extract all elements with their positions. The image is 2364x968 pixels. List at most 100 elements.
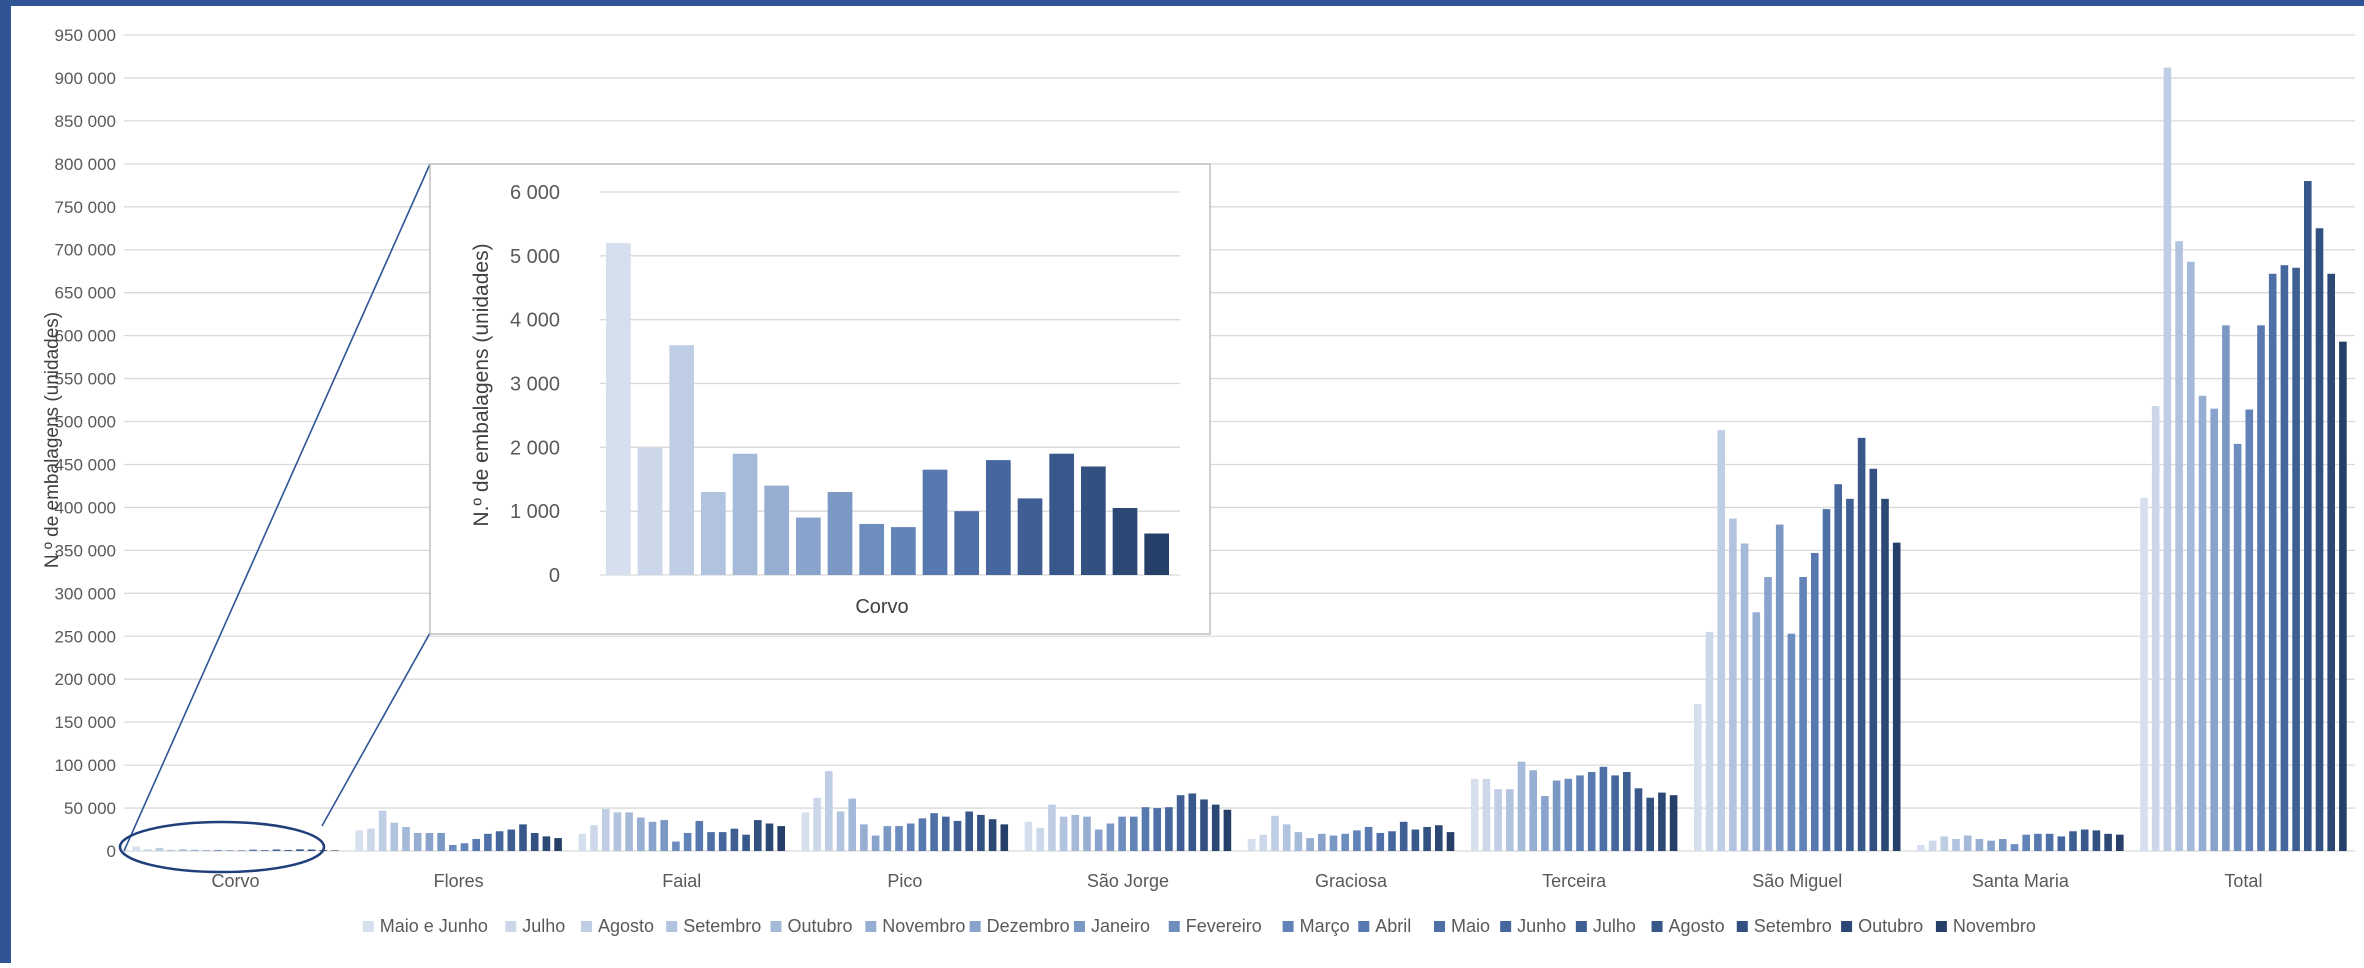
bar <box>2080 829 2089 851</box>
y-tick-label: 0 <box>107 842 116 861</box>
bar <box>144 849 152 851</box>
legend-item: Setembro <box>666 916 761 936</box>
inset-y-tick-label: 5 000 <box>510 246 560 268</box>
bar <box>1506 789 1514 851</box>
bar <box>906 823 915 851</box>
legend-label: Agosto <box>598 916 654 936</box>
bar <box>214 849 222 851</box>
bar <box>1036 827 1044 851</box>
legend-item: Novembro <box>1935 916 2036 936</box>
legend-swatch <box>1736 921 1748 932</box>
bar <box>1094 829 1103 851</box>
y-tick-label: 800 000 <box>55 155 116 174</box>
legend-label: Setembro <box>1754 916 1832 936</box>
inset-bar <box>764 485 790 575</box>
bar <box>1083 816 1091 851</box>
bar <box>813 797 821 851</box>
bar <box>390 822 399 851</box>
y-tick-labels: 0 50 000 100 000 150 000 200 000 250 000 300 0… <box>55 26 116 861</box>
bar <box>918 818 927 851</box>
bar <box>2045 833 2054 851</box>
x-tick-label: Faial <box>662 871 701 891</box>
bar <box>2034 833 2042 851</box>
corvo-highlight-ellipse <box>118 820 326 874</box>
bar <box>1752 612 1761 851</box>
bar <box>437 832 445 851</box>
bar <box>1071 814 1080 851</box>
bar <box>1200 799 1208 851</box>
bar <box>1446 832 1455 851</box>
inset-bars <box>606 243 1170 576</box>
inset-chart: 0 1 000 2 000 3 000 4 000 5 000 6 000 N.º de e… <box>429 163 1211 635</box>
inset-y-tick-label: 0 <box>549 565 560 587</box>
bar <box>2268 273 2277 851</box>
bar <box>1764 576 1772 851</box>
inset-y-tick-label: 1 000 <box>510 501 560 523</box>
bar <box>378 810 387 851</box>
bar <box>2198 395 2207 851</box>
bar <box>848 798 856 851</box>
bar <box>1059 816 1068 851</box>
bar <box>1024 821 1033 851</box>
bar <box>1048 804 1056 851</box>
bar <box>1857 437 1866 851</box>
x-tick-label: Pico <box>887 871 922 891</box>
bar <box>1329 835 1338 851</box>
legend-item: Março <box>1282 916 1350 936</box>
bar <box>1106 823 1115 851</box>
bar <box>2210 408 2218 851</box>
y-tick-label: 150 000 <box>55 713 116 732</box>
bar <box>965 811 973 851</box>
legend-swatch <box>1500 921 1512 932</box>
bar <box>1529 770 1537 851</box>
inset-bar <box>859 523 885 575</box>
bar <box>1917 844 1925 851</box>
bar <box>1482 778 1491 851</box>
legend-swatch <box>1358 921 1370 932</box>
legend-label: Outubro <box>1858 916 1923 936</box>
bar <box>1318 833 1326 851</box>
inset-bar <box>827 492 853 575</box>
inset-bar <box>1112 507 1138 575</box>
bar <box>1564 778 1573 851</box>
legend-swatch <box>1935 921 1947 932</box>
bar <box>707 832 715 851</box>
bar <box>1247 838 1256 851</box>
bar <box>1259 834 1268 851</box>
bar <box>1928 840 1937 851</box>
bar <box>1141 807 1150 851</box>
bar <box>1599 766 1608 851</box>
inset-gridlines <box>600 191 1180 576</box>
bar <box>625 812 633 851</box>
y-tick-label: 200 000 <box>55 670 116 689</box>
bar <box>1669 795 1678 851</box>
legend-item: Junho <box>1500 916 1566 936</box>
bar <box>2140 497 2148 851</box>
bar <box>1892 542 1901 851</box>
bar <box>660 820 668 851</box>
bar <box>2292 267 2300 851</box>
bar <box>1376 832 1385 851</box>
bar <box>2245 409 2254 851</box>
bar <box>988 819 997 851</box>
bar <box>225 850 234 851</box>
legend-item: Fevereiro <box>1168 916 1262 936</box>
bar <box>742 834 750 851</box>
bar <box>1130 816 1138 851</box>
inset-bar <box>1017 498 1043 575</box>
bar <box>836 811 845 851</box>
y-tick-label: 350 000 <box>55 541 116 560</box>
bar <box>1118 816 1126 851</box>
bar <box>1341 833 1349 851</box>
legend-label: Janeiro <box>1091 916 1150 936</box>
legend-swatch <box>865 921 877 932</box>
bar <box>272 849 281 851</box>
bar <box>1587 771 1596 851</box>
bar <box>2280 265 2289 852</box>
bar <box>484 833 492 851</box>
x-tick-label: Santa Maria <box>1972 871 2070 891</box>
x-tick-label: Flores <box>434 871 484 891</box>
bar <box>683 832 692 851</box>
